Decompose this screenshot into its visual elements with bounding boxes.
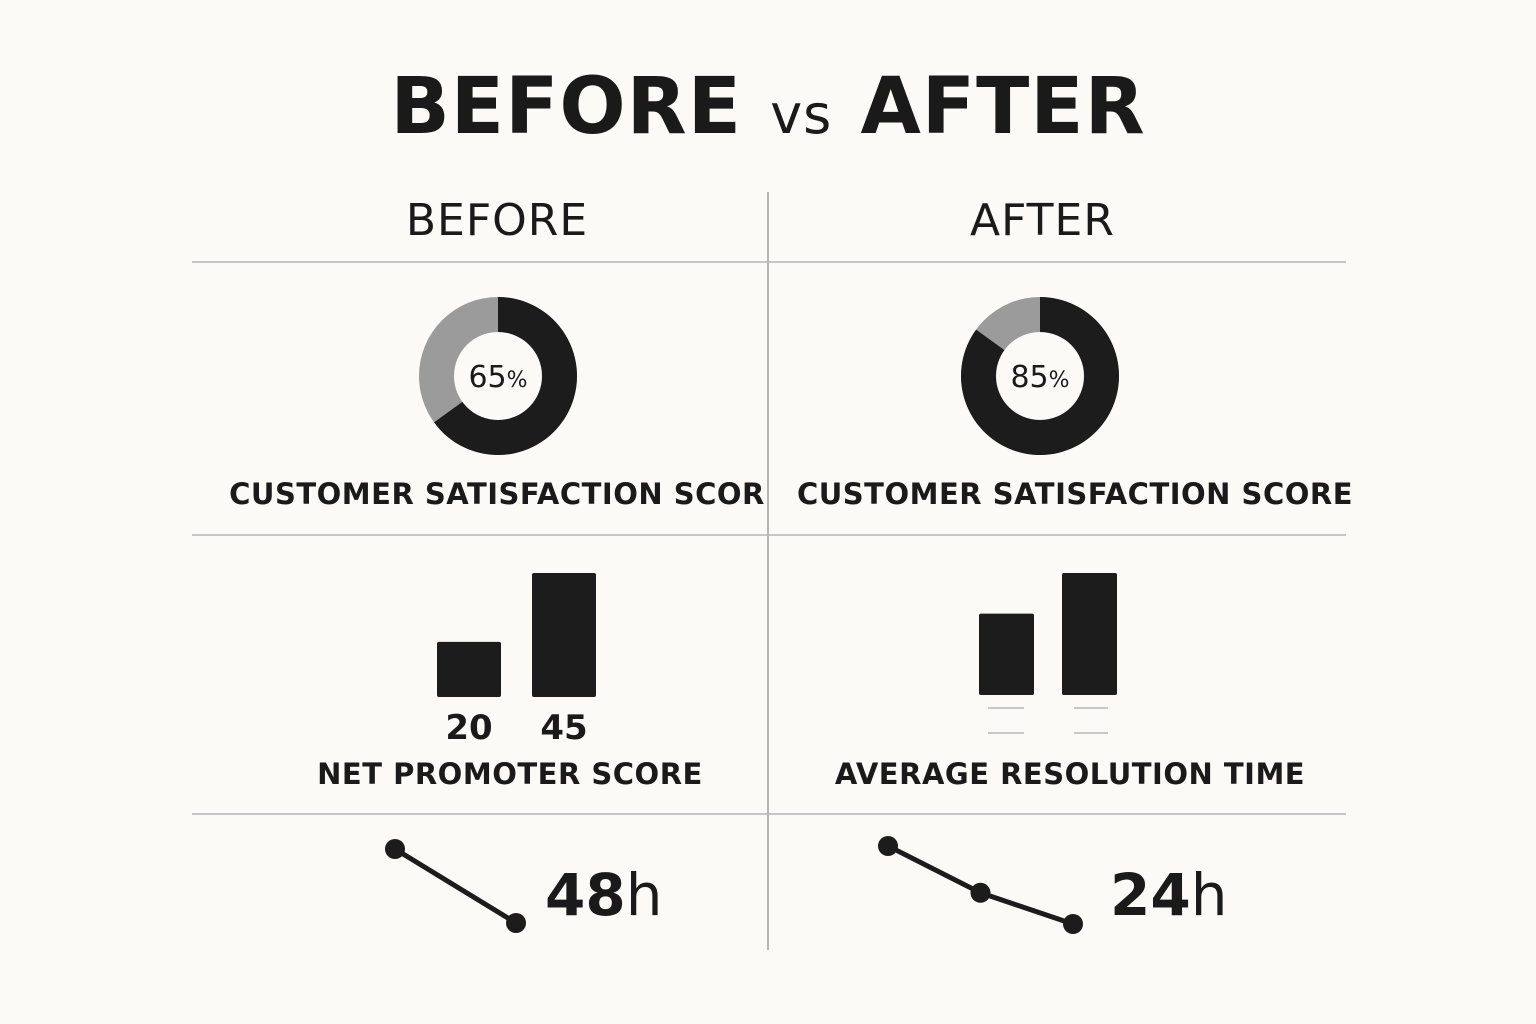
nps-before-bar-1 — [437, 641, 501, 697]
donut-after-center: 85% — [980, 360, 1100, 399]
title-vs: vs — [770, 83, 833, 146]
donut-before-unit: % — [506, 368, 528, 393]
donut-before-value: 65 — [468, 360, 507, 395]
bar-label-before-1: 20 — [445, 708, 493, 748]
donut-after-hole — [996, 332, 1084, 420]
donut-after-value: 85 — [1010, 360, 1049, 395]
title-after: AFTER — [860, 62, 1146, 152]
resolution-after-value: 24h — [1110, 862, 1227, 928]
donut-after-unit: % — [1048, 368, 1070, 393]
resolution-before-unit: h — [625, 861, 663, 929]
trend-before-point-2 — [506, 913, 526, 933]
label-resolution-after: AVERAGE RESOLUTION TIME — [834, 757, 1306, 791]
title-before: BEFORE — [390, 62, 743, 152]
label-csat-before: CUSTOMER SATISFACTION SCOR — [229, 477, 765, 511]
nps-before-bar-2 — [532, 573, 596, 697]
resolution-after-bar-1 — [979, 613, 1034, 695]
donut-before-hole — [454, 332, 542, 420]
trend-after-point-1 — [878, 836, 898, 856]
donut-before-center: 65% — [438, 360, 558, 399]
resolution-after-number: 24 — [1110, 861, 1191, 929]
trend-before-line — [392, 846, 519, 926]
column-header-after: AFTER — [970, 195, 1115, 246]
bar-label-before-2: 45 — [540, 708, 588, 748]
resolution-before-number: 48 — [545, 861, 626, 929]
trend-after-point-3 — [1063, 914, 1083, 934]
resolution-after-bar-2 — [1062, 573, 1117, 695]
trend-before-point-1 — [385, 839, 405, 859]
label-nps-before: NET PROMOTER SCORE — [317, 757, 703, 791]
column-header-before: BEFORE — [405, 195, 589, 246]
trend-after-point-2 — [970, 882, 991, 903]
label-csat-after: CUSTOMER SATISFACTION SCORE — [796, 477, 1354, 511]
resolution-after-unit: h — [1190, 861, 1228, 929]
resolution-before-value: 48h — [545, 862, 662, 928]
main-title: BEFORE vs AFTER — [0, 62, 1536, 160]
